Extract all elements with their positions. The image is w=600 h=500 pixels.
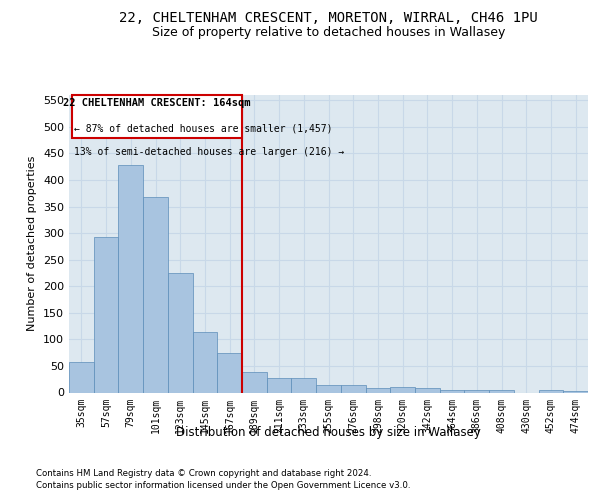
Text: 13% of semi-detached houses are larger (216) →: 13% of semi-detached houses are larger (…	[74, 147, 344, 157]
Bar	[464, 390, 489, 392]
FancyBboxPatch shape	[71, 95, 242, 138]
Bar	[217, 352, 242, 393]
Bar	[69, 362, 94, 392]
Bar	[365, 388, 390, 392]
Text: Contains public sector information licensed under the Open Government Licence v3: Contains public sector information licen…	[36, 482, 410, 490]
Text: 22 CHELTENHAM CRESCENT: 164sqm: 22 CHELTENHAM CRESCENT: 164sqm	[63, 98, 251, 108]
Bar	[390, 387, 415, 392]
Bar	[168, 273, 193, 392]
Bar	[292, 378, 316, 392]
Bar	[267, 378, 292, 392]
Text: Size of property relative to detached houses in Wallasey: Size of property relative to detached ho…	[152, 26, 505, 39]
Bar	[440, 390, 464, 392]
Bar	[539, 390, 563, 392]
Bar	[415, 388, 440, 392]
Bar	[242, 372, 267, 392]
Bar	[563, 391, 588, 392]
Bar	[94, 238, 118, 392]
Text: ← 87% of detached houses are smaller (1,457): ← 87% of detached houses are smaller (1,…	[74, 124, 332, 134]
Bar	[193, 332, 217, 392]
Bar	[489, 390, 514, 392]
Bar	[118, 165, 143, 392]
Y-axis label: Number of detached properties: Number of detached properties	[28, 156, 37, 332]
Text: Contains HM Land Registry data © Crown copyright and database right 2024.: Contains HM Land Registry data © Crown c…	[36, 470, 371, 478]
Bar	[143, 197, 168, 392]
Text: 22, CHELTENHAM CRESCENT, MORETON, WIRRAL, CH46 1PU: 22, CHELTENHAM CRESCENT, MORETON, WIRRAL…	[119, 10, 538, 24]
Text: Distribution of detached houses by size in Wallasey: Distribution of detached houses by size …	[176, 426, 481, 439]
Bar	[341, 384, 365, 392]
Bar	[316, 384, 341, 392]
